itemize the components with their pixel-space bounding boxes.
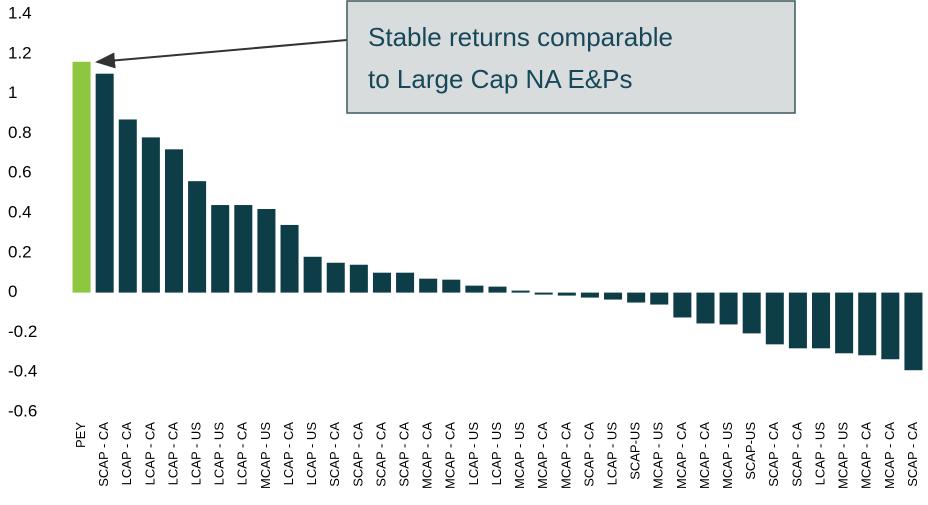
y-tick-label: 0.2 — [8, 242, 32, 261]
bar — [858, 292, 877, 356]
bar — [326, 262, 345, 293]
annotation-line: to Large Cap NA E&Ps — [368, 64, 632, 94]
bar — [211, 205, 230, 293]
bar — [95, 73, 114, 293]
bar — [580, 292, 599, 298]
y-tick-label: -0.6 — [8, 401, 37, 420]
y-tick-label: 1.2 — [8, 43, 32, 62]
bar — [280, 224, 299, 293]
y-tick-label: 0.6 — [8, 163, 32, 182]
bar — [488, 286, 507, 293]
bar — [788, 292, 807, 349]
x-tick-label: SCAP - CA — [397, 422, 412, 487]
y-tick-label: 0.8 — [8, 123, 32, 142]
bar — [72, 61, 91, 293]
bar — [627, 292, 646, 303]
bar — [673, 292, 692, 318]
bar — [511, 290, 530, 293]
x-tick-label: LCAP - US — [189, 422, 204, 486]
y-tick-label: 0.4 — [8, 202, 32, 221]
x-tick-label: LCAP - US — [304, 422, 319, 486]
x-tick-label: MCAP - CA — [535, 422, 550, 489]
x-tick-label: MCAP - CA — [859, 422, 874, 489]
x-tick-label: SCAP - CA — [581, 422, 596, 487]
x-tick-label: MCAP - CA — [420, 422, 435, 489]
bar — [141, 137, 160, 293]
bar — [812, 292, 831, 349]
bar — [650, 292, 669, 305]
x-tick-label: LCAP - US — [604, 422, 619, 486]
bar — [164, 149, 183, 293]
x-tick-label: LCAP - CA — [142, 422, 157, 486]
x-tick-label: LCAP - US — [812, 422, 827, 486]
bar — [742, 292, 761, 334]
x-tick-label: SCAP - CA — [350, 422, 365, 487]
bar — [465, 285, 484, 293]
x-tick-label: SCAP - CA — [327, 422, 342, 487]
bar — [719, 292, 738, 325]
y-tick-label: 1 — [8, 83, 17, 102]
x-tick-label: LCAP - CA — [235, 422, 250, 486]
bar — [396, 272, 415, 293]
x-tick-label: SCAP - CA — [766, 422, 781, 487]
x-tick-label: SCAP - CA — [905, 422, 920, 487]
x-tick-label: LCAP - CA — [119, 422, 134, 486]
bar — [257, 209, 276, 293]
x-tick-label: MCAP - CA — [882, 422, 897, 489]
bar — [234, 205, 253, 293]
bar — [303, 256, 322, 293]
y-tick-label: -0.2 — [8, 322, 37, 341]
x-tick-label: SCAP - CA — [373, 422, 388, 487]
x-tick-label: PEY — [73, 422, 88, 448]
bar — [881, 292, 900, 360]
y-tick-label: 1.4 — [8, 3, 32, 22]
bar — [372, 272, 391, 293]
bar — [188, 181, 207, 293]
x-tick-label: MCAP - US — [512, 422, 527, 489]
bar — [419, 278, 438, 293]
x-tick-label: LCAP - CA — [281, 422, 296, 486]
annotation-line: Stable returns comparable — [368, 22, 673, 52]
x-tick-label: MCAP - CA — [674, 422, 689, 489]
x-tick-label: MCAP - CA — [558, 422, 573, 489]
y-tick-label: -0.4 — [8, 362, 37, 381]
bar — [442, 279, 461, 293]
bar — [349, 264, 368, 293]
bar — [557, 292, 576, 296]
x-tick-label: MCAP - US — [258, 422, 273, 489]
bar — [696, 292, 715, 324]
y-tick-label: 0 — [8, 282, 17, 301]
x-tick-label: SCAP - CA — [96, 422, 111, 487]
plot: -0.6 -0.4 -0.2 0 0.2 0.4 0.6 0.8 1 1.2 1.4 PEY SCAP … — [8, 3, 923, 489]
x-tick-label: MCAP - US — [651, 422, 666, 489]
annotation-arrow — [95, 39, 348, 69]
x-tick-label: SCAP - CA — [789, 422, 804, 487]
bar — [118, 119, 137, 293]
bar — [604, 292, 623, 300]
x-tick-label: MCAP - CA — [697, 422, 712, 489]
bar — [904, 292, 923, 371]
x-tick-label: MCAP - US — [836, 422, 851, 489]
x-tick-label: LCAP - US — [466, 422, 481, 486]
bar — [534, 292, 553, 295]
x-tick-label: SCAP-US — [628, 422, 643, 480]
x-tick-label: MCAP - US — [720, 422, 735, 489]
annotation-box — [346, 0, 796, 114]
x-tick-label: SCAP-US — [743, 422, 758, 480]
bar — [835, 292, 854, 354]
x-tick-label: LCAP - CA — [165, 422, 180, 486]
x-tick-label: LCAP - US — [212, 422, 227, 486]
x-tick-label: LCAP - US — [489, 422, 504, 486]
bar — [765, 292, 784, 345]
x-tick-label: MCAP - CA — [443, 422, 458, 489]
